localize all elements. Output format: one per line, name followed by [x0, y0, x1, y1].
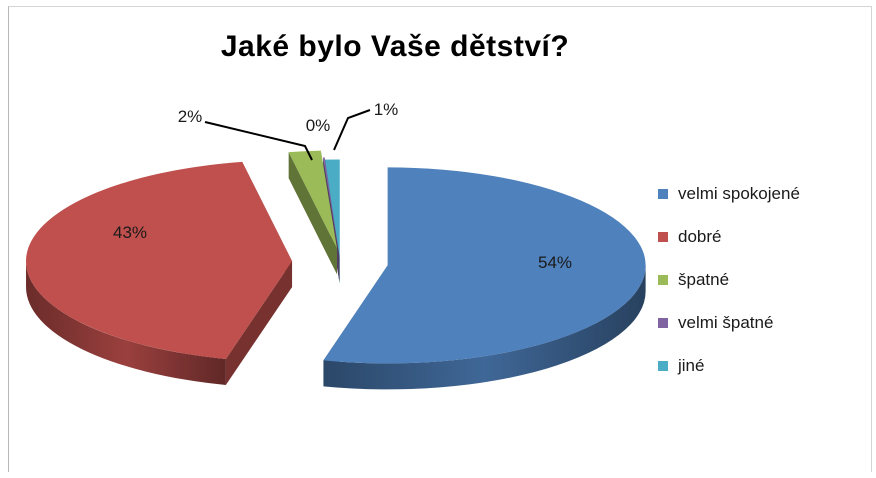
chart-frame: [8, 6, 872, 472]
legend-swatch: [658, 189, 668, 199]
pie-slice-velmi-spokojene: [323, 167, 646, 390]
legend-label: dobré: [678, 227, 722, 246]
legend-label: velmi spokojené: [678, 184, 800, 203]
legend-label: jiné: [678, 356, 705, 375]
data-label-velmi-spatne: 0%: [306, 116, 331, 135]
data-label-velmi-spokojene: 54%: [538, 253, 572, 272]
legend-item-spatne: špatné: [658, 270, 800, 289]
legend: velmi spokojené dobré špatné velmi špatné ji…: [658, 184, 800, 400]
legend-item-velmi-spatne: velmi špatné: [658, 313, 800, 332]
legend-item-jine: jiné: [658, 356, 800, 375]
legend-item-velmi-spokojene: velmi spokojené: [658, 184, 800, 203]
legend-swatch: [658, 318, 668, 328]
pie-slice-dobre: [26, 161, 293, 386]
data-label-dobre: 43%: [113, 223, 147, 242]
data-label-jine: 1%: [374, 100, 399, 119]
legend-label: špatné: [678, 270, 730, 289]
legend-swatch: [658, 361, 668, 371]
chart-title: Jaké bylo Vaše dětství?: [220, 30, 570, 63]
legend-swatch: [658, 232, 668, 242]
leader-line-jine: [333, 109, 371, 151]
leader-line-spatne: [204, 121, 313, 161]
data-label-spatne: 2%: [178, 107, 203, 126]
legend-item-dobre: dobré: [658, 227, 800, 246]
pie-slice-spatne: [288, 150, 337, 275]
legend-swatch: [658, 275, 668, 285]
legend-label: velmi špatné: [678, 313, 774, 332]
